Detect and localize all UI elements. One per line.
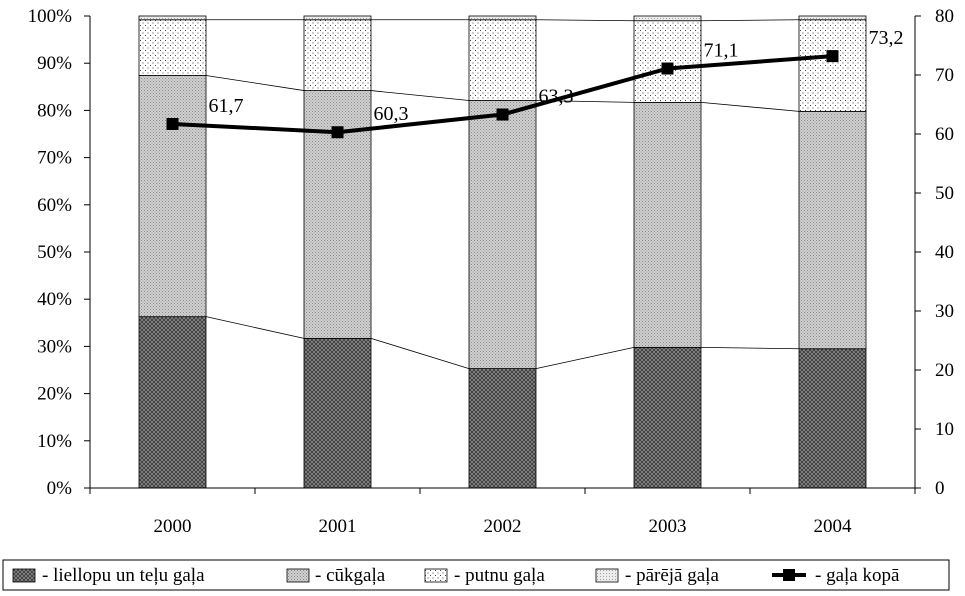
legend-swatch: [424, 568, 448, 583]
legend-line-marker: [783, 569, 795, 581]
total-point: [331, 126, 344, 139]
bar-segment: [468, 15, 537, 21]
bar-segment: [303, 19, 372, 91]
bar-segment: [633, 101, 702, 348]
left-tick-label: 90%: [37, 53, 72, 74]
bar-segment: [138, 75, 207, 318]
left-tick-label: 80%: [37, 100, 72, 121]
bar-segment: [468, 100, 537, 369]
total-data-label: 60,3: [374, 103, 409, 125]
legend: - liellopu un teļu gaļa - cūkgaļa - putnu …: [2, 559, 950, 591]
total-data-label: 63,3: [539, 86, 574, 108]
total-point: [826, 50, 839, 63]
bar-segment: [633, 346, 702, 489]
x-tick-label: 2001: [319, 516, 357, 537]
bar-segment: [303, 337, 372, 489]
bar-segment: [303, 15, 372, 21]
total-data-label: 73,2: [869, 27, 904, 49]
bar-segment: [798, 15, 867, 21]
total-data-label: 71,1: [704, 40, 739, 62]
x-tick-label: 2000: [154, 516, 192, 537]
bar-segment: [468, 19, 537, 101]
bar-segment: [798, 110, 867, 350]
left-tick-label: 40%: [37, 289, 72, 310]
connector-lines: [205, 19, 800, 369]
bars-layer: [138, 15, 867, 489]
x-tick-label: 2003: [649, 516, 687, 537]
legend-label: - putnu gaļa: [454, 565, 545, 586]
total-line-layer: 61,7 60,3 63,3 71,1 73,2: [166, 27, 904, 139]
series-connector-line: [535, 19, 635, 22]
legend-swatch: [12, 568, 36, 583]
left-tick-label: 100%: [28, 6, 73, 27]
series-connector-line: [205, 75, 305, 91]
legend-label: - gaļa kopā: [815, 565, 900, 586]
legend-label: - cūkgaļa: [315, 565, 386, 586]
series-connector-line: [205, 316, 305, 339]
bar-segment: [138, 19, 207, 76]
right-tick-label: 80: [935, 6, 954, 27]
axes: 0% 10% 20% 30% 40% 50% 60% 70% 80% 90% 100% 0 10 20 30…: [28, 6, 954, 537]
series-connector-line: [370, 90, 470, 101]
x-tick-label: 2004: [814, 516, 853, 537]
total-point: [661, 62, 674, 75]
right-tick-label: 0: [935, 478, 945, 499]
left-tick-label: 0%: [47, 478, 73, 499]
x-tick-label: 2002: [484, 516, 522, 537]
right-tick-label: 10: [935, 419, 954, 440]
right-tick-label: 20: [935, 360, 954, 381]
bar-segment: [468, 368, 537, 489]
series-connector-line: [700, 346, 800, 350]
total-point: [166, 117, 179, 130]
right-tick-label: 30: [935, 301, 954, 322]
bar-segment: [633, 20, 702, 103]
left-tick-label: 60%: [37, 195, 72, 216]
series-connector-line: [700, 19, 800, 22]
total-data-label: 61,7: [209, 95, 244, 117]
total-point: [496, 108, 509, 121]
right-tick-label: 60: [935, 124, 954, 145]
right-tick-label: 70: [935, 65, 954, 86]
series-connector-line: [370, 337, 470, 369]
right-tick-label: 40: [935, 242, 954, 263]
series-connector-line: [700, 101, 800, 112]
bar-segment: [138, 316, 207, 489]
legend-label: - pārējā gaļa: [625, 565, 719, 586]
legend-swatch: [286, 568, 310, 583]
bar-segment: [138, 15, 207, 21]
left-tick-label: 70%: [37, 148, 72, 169]
bar-segment: [798, 19, 867, 112]
left-tick-label: 20%: [37, 384, 72, 405]
left-tick-label: 10%: [37, 431, 72, 452]
left-tick-label: 50%: [37, 242, 72, 263]
left-tick-label: 30%: [37, 336, 72, 357]
legend-swatch: [595, 568, 619, 583]
right-tick-label: 50: [935, 183, 954, 204]
bar-segment: [633, 15, 702, 22]
bar-segment: [798, 348, 867, 489]
series-connector-line: [535, 346, 635, 369]
legend-label: - liellopu un teļu gaļa: [42, 565, 205, 586]
